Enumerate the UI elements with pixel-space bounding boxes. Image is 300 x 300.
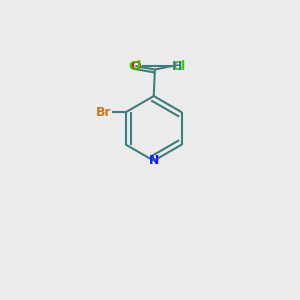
Text: O: O (130, 59, 141, 73)
Text: N: N (148, 154, 159, 167)
Text: Cl: Cl (129, 59, 142, 73)
Text: Cl: Cl (172, 59, 186, 73)
Text: Br: Br (96, 106, 112, 119)
Text: H: H (172, 59, 182, 73)
